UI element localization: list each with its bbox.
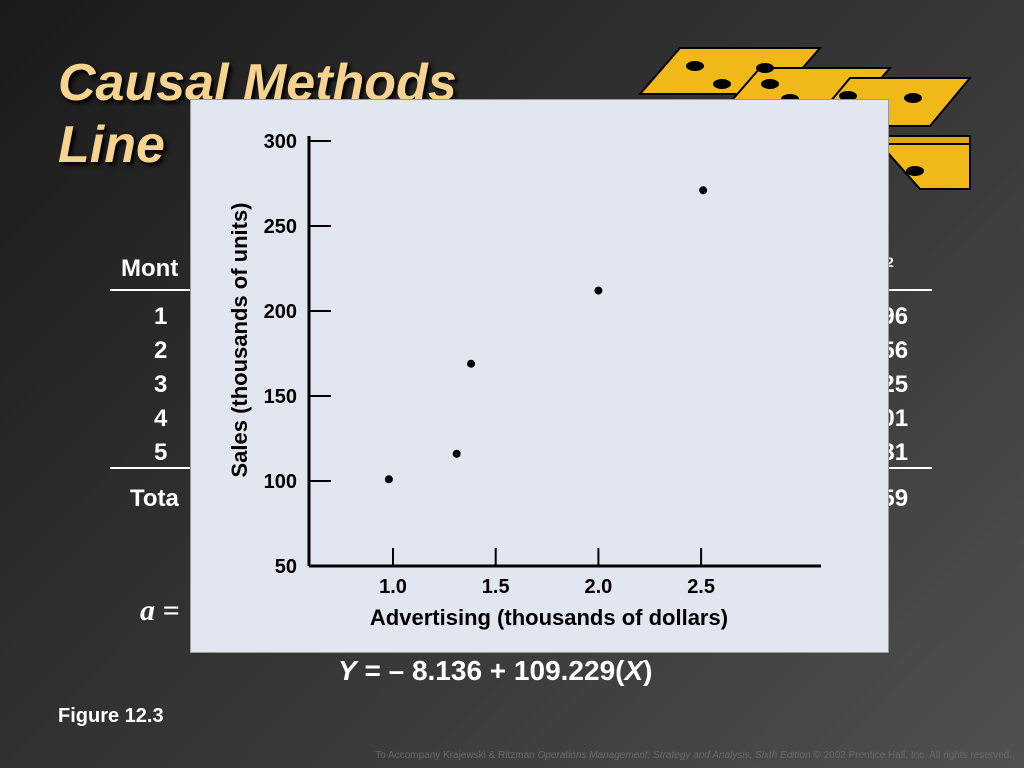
x-tick-label: 2.0 [584, 576, 612, 598]
y-tick-label: 150 [264, 386, 297, 408]
y-axis-title: Sales (thousands of units) [227, 202, 252, 477]
figure-label: Figure 12.3 [58, 705, 164, 727]
data-point [699, 186, 708, 195]
table-row-month: 1 [154, 303, 168, 330]
table-header-superscript: 2 [886, 254, 894, 270]
equation-x: X [624, 655, 644, 686]
x-axis-title: Advertising (thousands of dollars) [370, 605, 728, 630]
scatter-chart-panel: 50 100 150 200 250 300 1.0 1.5 2.0 2.5 Advertising… [190, 99, 889, 653]
slide-title-line2: Line [58, 116, 165, 174]
footer-suffix: © 2002 Prentice Hall, Inc. All rights re… [810, 750, 1012, 761]
data-point [467, 359, 476, 368]
table-row-month: 5 [154, 439, 168, 466]
x-tick-label: 2.5 [687, 576, 715, 598]
data-point [594, 286, 603, 295]
footer-prefix: To Accompany Krajewski & Ritzman [375, 750, 538, 761]
scatter-chart: 50 100 150 200 250 300 1.0 1.5 2.0 2.5 Advertising… [227, 131, 821, 630]
regression-equation: Y = – 8.136 + 109.229(X) [338, 655, 652, 687]
table-total-label: Tota [130, 485, 179, 512]
y-tick-label: 300 [264, 131, 297, 153]
intercept-label: a = [140, 594, 180, 627]
equation-body: = – 8.136 + 109.229( [356, 655, 625, 686]
data-point [452, 449, 461, 458]
equation-y: Y [338, 655, 357, 686]
copyright-footer: To Accompany Krajewski & Ritzman Operati… [375, 750, 1012, 761]
x-tick-label: 1.0 [379, 576, 407, 598]
equation-end: ) [643, 655, 653, 686]
x-tick-label: 1.5 [482, 576, 510, 598]
y-tick-label: 50 [275, 556, 297, 578]
table-row-month: 2 [154, 337, 168, 364]
data-point [384, 475, 393, 484]
table-header-month: Mont [121, 255, 179, 282]
table-row-month: 4 [154, 405, 168, 432]
y-tick-label: 200 [264, 301, 297, 323]
footer-book-title: Operations Management: Strategy and Anal… [537, 750, 811, 761]
table-row-month: 3 [154, 371, 168, 398]
y-tick-label: 250 [264, 216, 297, 238]
y-tick-label: 100 [264, 471, 297, 493]
